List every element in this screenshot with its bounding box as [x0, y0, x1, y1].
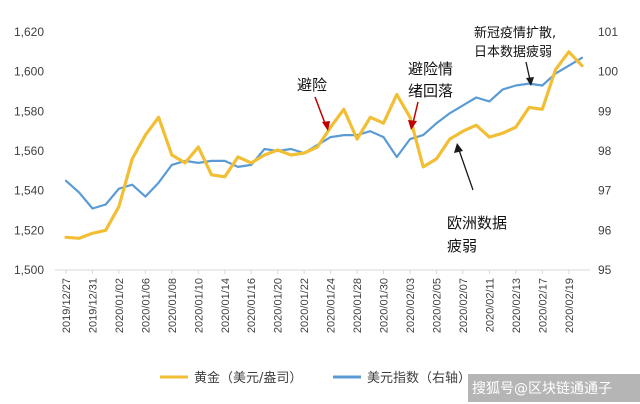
annotation-safe-haven: 避险: [297, 76, 327, 94]
usd-index-line: [64, 56, 584, 210]
left-y-tick-label: 1,600: [14, 65, 44, 79]
x-tick-label: 2020/01/14: [220, 278, 232, 333]
annotation-epidemic-1: 新冠疫情扩散,: [474, 25, 556, 41]
annotation-arrowhead-epidemic: [526, 77, 534, 86]
watermark-background: [468, 374, 640, 402]
x-tick-label: 2020/02/17: [537, 278, 549, 333]
right-y-axis: 95 96 97 98 99 100 101: [598, 25, 618, 277]
annotation-arrowhead-europe: [454, 143, 463, 153]
annotation-epidemic-2: 日本数据疲弱: [474, 44, 552, 60]
right-y-tick-label: 99: [598, 104, 612, 118]
right-y-tick-label: 100: [598, 65, 618, 79]
x-tick-label: 2020/01/08: [167, 278, 179, 333]
annotation-safe-haven-fade-1: 避险情: [408, 60, 453, 78]
left-y-tick-label: 1,560: [14, 144, 44, 158]
legend-gold-label: 黄金（美元/盎司）: [194, 370, 302, 386]
x-tick-label: 2020/02/19: [564, 278, 576, 333]
left-y-axis: 1,500 1,520 1,540 1,560 1,580 1,600 1,620: [14, 25, 44, 277]
x-tick-label: 2020/01/02: [114, 278, 126, 333]
legend-usd-label: 美元指数（右轴）: [367, 371, 471, 386]
x-tick-label: 2020/02/03: [405, 278, 417, 333]
x-tick-label: 2020/01/06: [140, 278, 152, 333]
x-tick-label: 2020/01/30: [379, 278, 391, 333]
left-y-tick-label: 1,580: [14, 104, 44, 118]
right-y-tick-label: 101: [598, 25, 618, 39]
x-tick-label: 2020/01/22: [299, 278, 311, 333]
x-tick-label: 2020/02/07: [458, 278, 470, 333]
x-tick-label: 2020/02/05: [431, 278, 443, 333]
x-tick-label: 2020/02/13: [511, 278, 523, 333]
left-y-tick-label: 1,540: [14, 184, 44, 198]
right-y-tick-label: 97: [598, 184, 612, 198]
annotation-arrowhead-safe-haven-fade: [408, 120, 417, 130]
annotation-arrow-safe-haven: [314, 96, 327, 127]
x-axis-ticks: 2019/12/27 2019/12/31 2020/01/02 2020/01/06…: [61, 270, 576, 333]
annotation-arrow-safe-haven-fade: [412, 101, 419, 124]
right-y-tick-label: 95: [598, 263, 612, 277]
x-tick-label: 2020/01/10: [193, 278, 205, 333]
annotation-arrow-europe: [458, 149, 474, 191]
right-y-tick-label: 96: [598, 223, 612, 237]
x-tick-label: 2020/01/16: [246, 278, 258, 333]
left-y-tick-label: 1,520: [14, 223, 44, 237]
x-tick-label: 2019/12/31: [87, 278, 99, 333]
annotation-europe-1: 欧洲数据: [447, 214, 507, 232]
x-tick-label: 2020/01/20: [273, 278, 285, 333]
gold-price-line: [64, 50, 584, 240]
series-layer: [64, 50, 584, 240]
x-tick-label: 2020/01/24: [326, 278, 338, 333]
left-y-tick-label: 1,620: [14, 25, 44, 39]
annotation-safe-haven-fade-2: 绪回落: [408, 82, 453, 100]
annotation-arrow-epidemic: [525, 61, 531, 81]
x-tick-label: 2019/12/27: [61, 278, 73, 333]
x-tick-label: 2020/01/28: [352, 278, 364, 333]
x-tick-label: 2020/02/11: [484, 278, 496, 332]
annotation-arrowhead-safe-haven: [322, 121, 330, 131]
left-y-tick-label: 1,500: [14, 263, 44, 277]
annotation-europe-2: 疲弱: [447, 237, 477, 255]
watermark-text: 搜狐号@区块链通通子: [472, 381, 612, 397]
right-y-tick-label: 98: [598, 144, 612, 158]
